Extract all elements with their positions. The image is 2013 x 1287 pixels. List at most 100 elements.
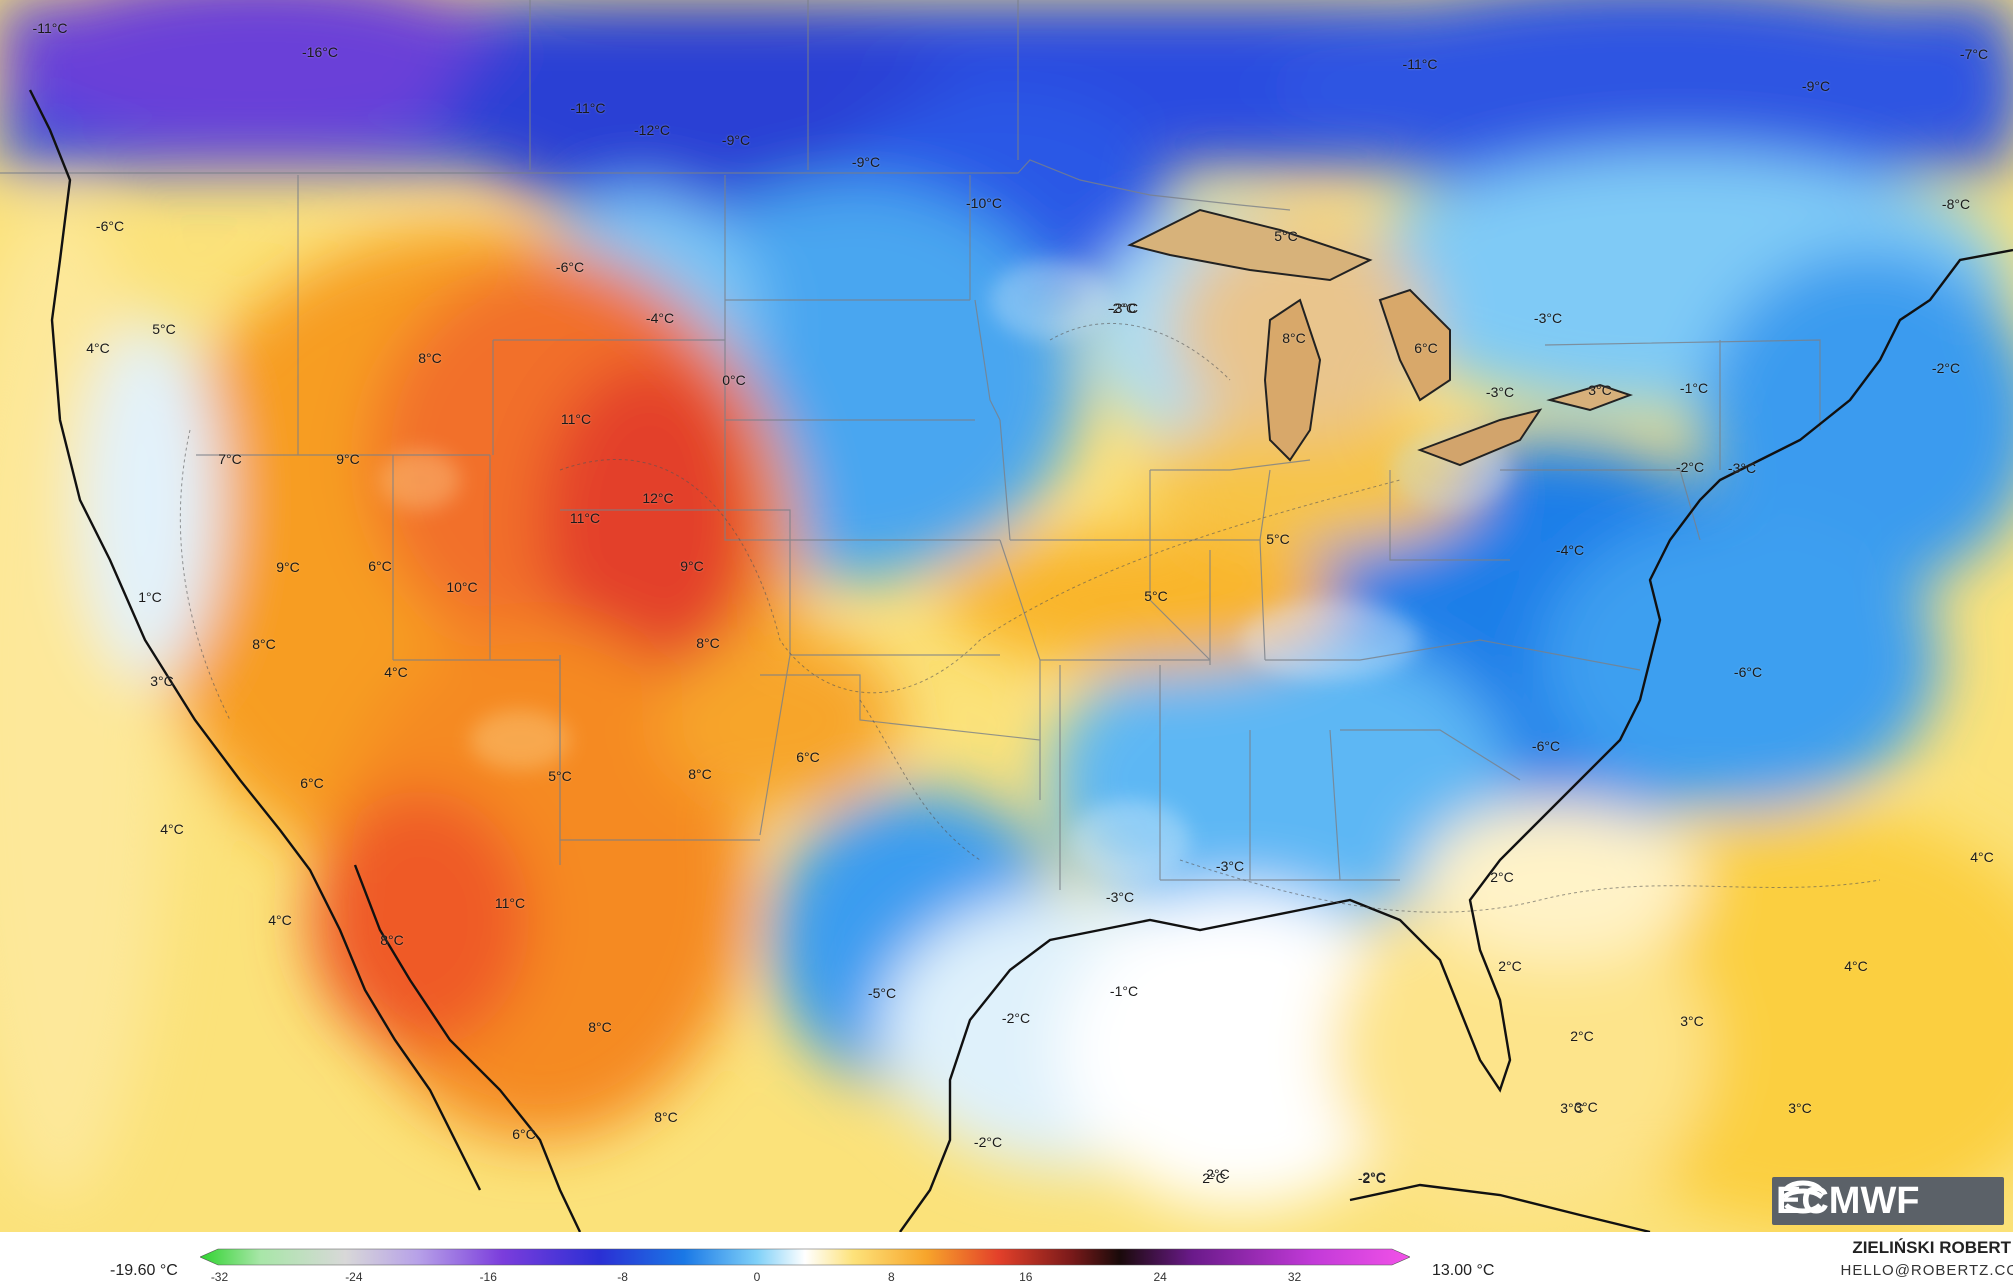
- temperature-label: 3°C: [1560, 1100, 1584, 1116]
- temperature-label: -3°C: [1485, 384, 1515, 400]
- temperature-label: 5°C: [152, 321, 176, 337]
- state-borders: [0, 0, 1821, 890]
- temperature-label: 3°C: [1680, 1013, 1704, 1029]
- temperature-label: -11°C: [32, 20, 68, 36]
- temperature-label: 7°C: [218, 451, 242, 467]
- colorbar-max-value: 13.00 °C: [1432, 1262, 1495, 1279]
- temperature-label: 8°C: [1282, 330, 1306, 346]
- temperature-label: 6°C: [368, 558, 392, 574]
- temperature-label: -3°C: [1215, 858, 1245, 874]
- temperature-label: 11°C: [494, 895, 526, 911]
- temperature-label: -10°C: [966, 195, 1002, 211]
- temperature-label: 8°C: [380, 932, 404, 948]
- ecmwf-logo-icon: [1782, 1180, 1824, 1214]
- credit-name: ZIELIŃSKI ROBERT: [1852, 1238, 2011, 1257]
- temperature-label: -2°C: [1357, 1170, 1387, 1186]
- temperature-label: -4°C: [645, 310, 675, 326]
- temperature-label: -5°C: [867, 985, 897, 1001]
- temperature-label: -6°C: [1531, 738, 1561, 754]
- temperature-label: 11°C: [569, 510, 601, 526]
- credit-email: HELLO@ROBERTZ.CO: [1840, 1262, 2013, 1279]
- temperature-label: -9°C: [1801, 78, 1831, 94]
- colorbar-tick-label: 16: [1019, 1270, 1033, 1284]
- temperature-label: -6°C: [555, 259, 585, 275]
- temperature-label: 2°C: [1498, 958, 1522, 974]
- temperature-label: 8°C: [696, 635, 720, 651]
- temperature-label: -12°C: [634, 122, 670, 138]
- colorbar-tick-label: -16: [479, 1270, 497, 1284]
- temperature-label: -1°C: [1109, 983, 1139, 999]
- ecmwf-logo: ECMWF: [1772, 1177, 2004, 1225]
- colorbar-tick-label: -32: [210, 1270, 229, 1284]
- temperature-label: -3°C: [1533, 310, 1563, 326]
- temperature-label: 0°C: [722, 372, 746, 388]
- colorbar-tick-label: -24: [345, 1270, 363, 1284]
- temperature-label: 9°C: [680, 558, 704, 574]
- colorbar-tick-label: -8: [617, 1270, 628, 1284]
- temperature-label: -2°C: [1001, 1010, 1031, 1026]
- temperature-label: 5°C: [1266, 531, 1290, 547]
- temperature-label: 9°C: [336, 451, 360, 467]
- anomaly-field: [0, 0, 2013, 1230]
- temperature-label: 8°C: [252, 636, 276, 652]
- temperature-label: 11°C: [560, 411, 592, 427]
- temperature-label: -7°C: [1959, 46, 1989, 62]
- temperature-label: -1°C: [1679, 380, 1709, 396]
- temperature-label: 2°C: [1570, 1028, 1594, 1044]
- temperature-label: -4°C: [1555, 542, 1585, 558]
- temperature-label: 6°C: [300, 775, 324, 791]
- temperature-label: -11°C: [1402, 56, 1438, 72]
- temperature-label: -2°C: [973, 1134, 1003, 1150]
- temperature-label: -11°C: [570, 100, 606, 116]
- temperature-label: -9°C: [721, 132, 751, 148]
- colorbar-tick-label: 32: [1287, 1270, 1302, 1284]
- temperature-label: -3°C: [1727, 460, 1757, 476]
- temperature-label: 12°C: [642, 490, 674, 506]
- temperature-label: -9°C: [851, 154, 881, 170]
- temperature-label: 6°C: [512, 1126, 536, 1142]
- temperature-label: 1°C: [138, 589, 162, 605]
- colorbar-tick-label: 0: [753, 1270, 761, 1284]
- temperature-label: 3°C: [1574, 1099, 1598, 1115]
- temperature-label: -6°C: [1733, 664, 1763, 680]
- temperature-label: 2°C: [1362, 1169, 1386, 1185]
- temperature-label: 2°C: [1202, 1170, 1226, 1186]
- temperature-label: 4°C: [160, 821, 184, 837]
- temperature-label: 8°C: [654, 1109, 678, 1125]
- temperature-label: 5°C: [1144, 588, 1168, 604]
- temperature-label: 2°C: [1206, 1166, 1230, 1182]
- temperature-label: 10°C: [446, 579, 478, 595]
- coastlines: [28, 89, 2013, 1232]
- temperature-label: 5°C: [1274, 228, 1298, 244]
- temperature-label: 3°C: [1588, 382, 1612, 398]
- contour-lines: [179, 323, 1881, 913]
- colorbar-min-value: -19.60 °C: [110, 1262, 178, 1279]
- temperature-label: -3°C: [1105, 889, 1135, 905]
- colorbar-tick-label: 24: [1153, 1270, 1167, 1284]
- colorbar: [200, 1248, 1410, 1266]
- temperature-label: 5°C: [548, 768, 572, 784]
- temperature-label: 3°C: [150, 673, 174, 689]
- temperature-label: -3°C: [1109, 300, 1139, 316]
- temperature-label: 8°C: [418, 350, 442, 366]
- temperature-label: 4°C: [384, 664, 408, 680]
- temperature-label: 4°C: [1844, 958, 1868, 974]
- temperature-label: -2°C: [1107, 300, 1137, 316]
- ecmwf-logo-text: ECMWF: [1776, 1179, 1920, 1222]
- temperature-label: 8°C: [588, 1019, 612, 1035]
- temperature-label: -2°C: [1931, 360, 1961, 376]
- map-graphic: [0, 0, 2013, 1232]
- temperature-label: -8°C: [1941, 196, 1971, 212]
- temperature-label: 9°C: [276, 559, 300, 575]
- temperature-label: 2°C: [1490, 869, 1514, 885]
- temperature-label: 6°C: [1414, 340, 1438, 356]
- colorbar-tick-label: 8: [888, 1270, 895, 1284]
- colorbar-panel: -19.60 °C: [0, 1232, 2013, 1287]
- temperature-label: 3°C: [1788, 1100, 1812, 1116]
- great-lakes: [1127, 208, 1633, 467]
- temperature-label: 4°C: [86, 340, 110, 356]
- temperature-anomaly-map: -11°C -16°C -11°C -12°C -9°C -9°C -10°C -11°C -7…: [0, 0, 2013, 1232]
- temperature-label: -6°C: [95, 218, 125, 234]
- temperature-label: -16°C: [302, 44, 338, 60]
- temperature-label: 6°C: [796, 749, 820, 765]
